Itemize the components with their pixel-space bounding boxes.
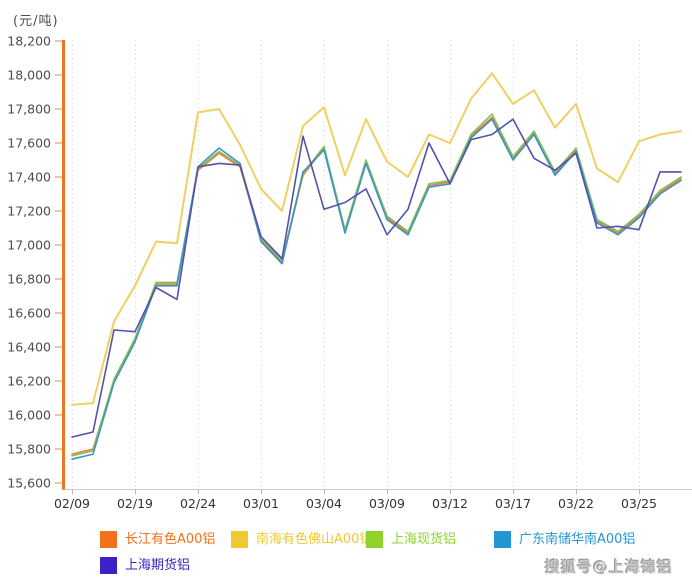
x-tick-label: 03/01 <box>243 496 279 511</box>
y-tick-label: 17,000 <box>7 238 51 253</box>
y-tick-label: 16,200 <box>7 374 51 389</box>
y-tick-label: 17,200 <box>7 204 51 219</box>
legend-swatch-icon <box>100 556 117 574</box>
y-tick-label: 16,000 <box>7 408 51 423</box>
y-tick-label: 17,600 <box>7 136 51 151</box>
legend-item-0[interactable]: 长江有色A00铝 <box>100 530 215 548</box>
x-tick-label: 02/24 <box>180 496 216 511</box>
legend-label: 广东南储华南A00铝 <box>519 531 636 547</box>
watermark-text: 搜狐号@上海锦铝 <box>545 558 674 576</box>
y-tick-label: 17,400 <box>7 170 51 185</box>
legend-item-2[interactable]: 上海现货铝 <box>366 530 456 548</box>
series-line-4 <box>71 118 682 438</box>
x-tick-label: 03/09 <box>369 496 405 511</box>
y-tick-label: 16,400 <box>7 340 51 355</box>
y-tick-label: 15,800 <box>7 442 51 457</box>
x-tick-label: 03/12 <box>432 496 468 511</box>
y-axis-unit-label: (元/吨) <box>13 14 59 29</box>
legend-item-3[interactable]: 广东南储华南A00铝 <box>494 530 635 548</box>
y-tick-label: 16,600 <box>7 306 51 321</box>
x-tick-label: 02/19 <box>117 496 153 511</box>
legend-swatch-icon <box>231 530 248 548</box>
legend-item-4[interactable]: 上海期货铝 <box>100 556 190 574</box>
legend-label: 上海期货铝 <box>125 557 191 573</box>
series-line-1 <box>71 72 682 406</box>
series-line-2 <box>71 113 682 457</box>
y-tick-label: 16,800 <box>7 272 51 287</box>
y-tick-label: 17,800 <box>7 102 51 117</box>
y-tick-label: 15,600 <box>7 476 51 491</box>
x-tick-label: 03/25 <box>621 496 657 511</box>
legend-label: 南海有色佛山A00铝 <box>256 531 373 547</box>
legend-swatch-icon <box>366 530 383 548</box>
legend-item-1[interactable]: 南海有色佛山A00铝 <box>231 530 372 548</box>
x-tick-label: 03/17 <box>495 496 531 511</box>
x-tick-label: 02/09 <box>54 496 90 511</box>
x-tick-label: 03/22 <box>558 496 594 511</box>
legend-swatch-icon <box>494 530 511 548</box>
legend-swatch-icon <box>100 530 117 548</box>
y-tick-label: 18,000 <box>7 68 51 83</box>
x-tick-label: 03/04 <box>306 496 342 511</box>
y-tick-label: 18,200 <box>7 34 51 49</box>
legend-label: 上海现货铝 <box>391 531 457 547</box>
legend-label: 长江有色A00铝 <box>125 531 216 547</box>
series-line-3 <box>71 118 682 461</box>
y-axis-line <box>62 40 65 490</box>
